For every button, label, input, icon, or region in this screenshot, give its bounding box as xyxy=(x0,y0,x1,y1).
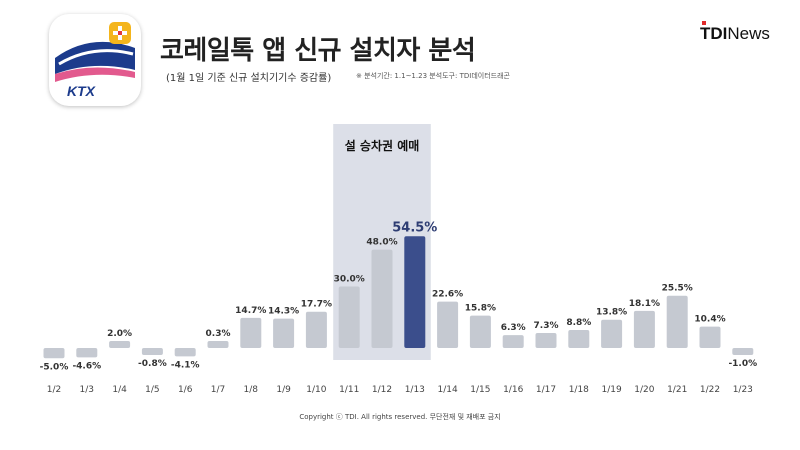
x-tick-1/4: 1/4 xyxy=(112,385,127,395)
x-tick-1/16: 1/16 xyxy=(503,385,523,395)
data-label-1/21: 25.5% xyxy=(662,284,693,294)
ktx-logo-text: KTX xyxy=(67,83,97,99)
brand-tdi-text: TDI xyxy=(700,24,728,43)
data-label-1/17: 7.3% xyxy=(534,321,559,331)
bar-1/14 xyxy=(437,301,459,348)
data-label-1/18: 8.8% xyxy=(566,318,591,328)
data-label-1/6: -4.1% xyxy=(171,360,200,370)
x-tick-1/7: 1/7 xyxy=(211,385,225,395)
tdi-news-logo: TDINews xyxy=(700,21,770,44)
bar-1/9 xyxy=(273,318,295,348)
bar-1/23 xyxy=(732,348,754,355)
bar-1/6 xyxy=(174,348,196,357)
brand-mark-icon xyxy=(702,21,706,25)
x-tick-1/11: 1/11 xyxy=(339,385,359,395)
bar-1/2 xyxy=(43,348,65,359)
data-label-1/7: 0.3% xyxy=(206,329,231,339)
analysis-note: ※ 분석기간: 1.1~1.23 분석도구: TDI데이터드래곤 xyxy=(356,72,510,80)
x-tick-1/10: 1/10 xyxy=(306,385,326,395)
train-stripe-shape xyxy=(55,67,135,82)
x-tick-1/9: 1/9 xyxy=(276,385,291,395)
bar-1/15 xyxy=(469,315,491,348)
chart-title: 코레일톡 앱 신규 설치자 분석 xyxy=(160,36,476,66)
x-tick-1/19: 1/19 xyxy=(601,385,621,395)
chart-subtitle: (1월 1일 기준 신규 설치기기수 증감률) xyxy=(166,73,332,84)
korail-talk-app-icon: KTX xyxy=(49,14,141,106)
data-label-1/3: -4.6% xyxy=(72,361,101,371)
brand-news-text: News xyxy=(727,24,770,43)
data-label-1/13: 54.5% xyxy=(392,220,437,235)
data-label-1/14: 22.6% xyxy=(432,290,463,300)
bar-1/19 xyxy=(601,319,623,348)
bar-1/12 xyxy=(371,249,393,348)
data-label-1/9: 14.3% xyxy=(268,307,299,317)
data-label-1/10: 17.7% xyxy=(301,300,332,310)
x-tick-1/23: 1/23 xyxy=(733,385,753,395)
data-label-1/2: -5.0% xyxy=(40,362,69,372)
x-tick-1/20: 1/20 xyxy=(634,385,654,395)
bar-1/18 xyxy=(568,329,590,348)
bar-1/11 xyxy=(338,286,360,348)
bar-1/13 xyxy=(404,236,426,348)
data-label-1/11: 30.0% xyxy=(334,275,365,285)
x-tick-1/18: 1/18 xyxy=(569,385,589,395)
data-label-1/16: 6.3% xyxy=(501,323,526,333)
copyright-text: Copyright ⓒ TDI. All rights reserved. 무단… xyxy=(299,413,501,421)
x-tick-1/21: 1/21 xyxy=(667,385,687,395)
data-label-1/4: 2.0% xyxy=(107,329,132,339)
data-label-1/5: -0.8% xyxy=(138,359,167,369)
bar-1/21 xyxy=(666,295,688,348)
bar-1/17 xyxy=(535,333,557,348)
x-tick-1/3: 1/3 xyxy=(80,385,94,395)
x-tick-1/22: 1/22 xyxy=(700,385,720,395)
x-tick-1/2: 1/2 xyxy=(47,385,61,395)
data-label-1/20: 18.1% xyxy=(629,299,660,309)
x-tick-1/12: 1/12 xyxy=(372,385,392,395)
x-tick-1/17: 1/17 xyxy=(536,385,556,395)
data-label-1/12: 48.0% xyxy=(366,238,397,248)
x-tick-1/13: 1/13 xyxy=(405,385,425,395)
x-tick-1/15: 1/15 xyxy=(470,385,490,395)
x-tick-1/8: 1/8 xyxy=(244,385,259,395)
data-label-1/15: 15.8% xyxy=(465,304,496,314)
bar-1/22 xyxy=(699,326,721,348)
bar-1/3 xyxy=(76,348,98,358)
data-label-1/22: 10.4% xyxy=(694,315,725,325)
bar-1/16 xyxy=(502,335,524,348)
data-label-1/8: 14.7% xyxy=(235,306,266,316)
x-tick-1/6: 1/6 xyxy=(178,385,193,395)
data-label-1/19: 13.8% xyxy=(596,308,627,318)
bar-1/10 xyxy=(305,311,327,348)
bar-1/5 xyxy=(141,348,163,355)
bar-1/4 xyxy=(109,341,131,348)
x-tick-1/14: 1/14 xyxy=(437,385,457,395)
x-tick-1/5: 1/5 xyxy=(145,385,159,395)
highlight-band-label: 설 승차권 예매 xyxy=(345,138,420,153)
bar-1/8 xyxy=(240,317,262,348)
bar-1/7 xyxy=(207,341,229,348)
data-label-1/23: -1.0% xyxy=(728,359,757,369)
bar-1/20 xyxy=(633,310,655,348)
